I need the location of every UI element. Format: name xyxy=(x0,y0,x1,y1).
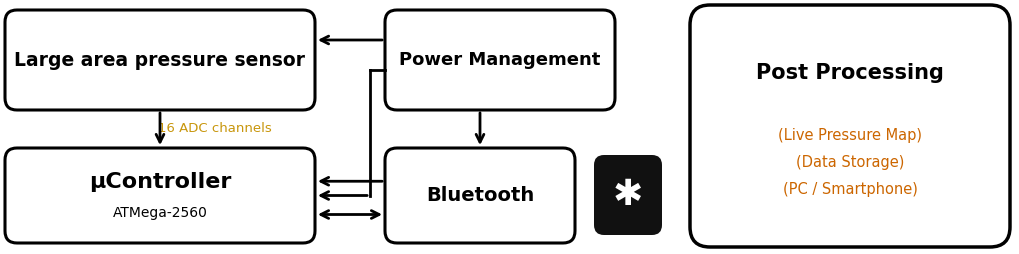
Text: Large area pressure sensor: Large area pressure sensor xyxy=(14,51,306,70)
Text: μController: μController xyxy=(89,171,231,192)
Text: ✱: ✱ xyxy=(612,178,643,212)
FancyBboxPatch shape xyxy=(593,155,661,235)
FancyBboxPatch shape xyxy=(384,10,614,110)
Text: Post Processing: Post Processing xyxy=(755,63,943,83)
Text: (Live Pressure Map)
(Data Storage)
(PC / Smartphone): (Live Pressure Map) (Data Storage) (PC /… xyxy=(777,128,921,197)
Text: Power Management: Power Management xyxy=(398,51,600,69)
Text: Bluetooth: Bluetooth xyxy=(426,186,534,205)
Text: 16 ADC channels: 16 ADC channels xyxy=(158,121,272,135)
FancyBboxPatch shape xyxy=(5,148,315,243)
FancyBboxPatch shape xyxy=(384,148,575,243)
FancyBboxPatch shape xyxy=(689,5,1009,247)
FancyBboxPatch shape xyxy=(5,10,315,110)
Text: ATMega-2560: ATMega-2560 xyxy=(112,207,207,220)
